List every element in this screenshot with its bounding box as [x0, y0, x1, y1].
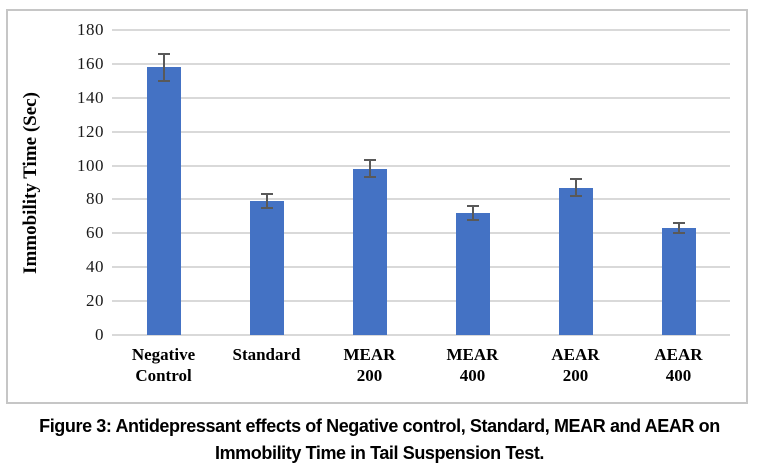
- bar-group-1: [215, 30, 318, 335]
- error-bar-cap-top: [157, 52, 170, 55]
- gridline-y40: [112, 266, 730, 269]
- error-bar-line: [368, 160, 371, 178]
- gridline-y60: [112, 232, 730, 235]
- bar-group-3: [421, 30, 524, 335]
- gridline-y0: [112, 334, 730, 336]
- bar-group-4: [524, 30, 627, 335]
- y-tick-label-20: 20: [86, 291, 104, 311]
- error-bar-line: [162, 53, 165, 81]
- plot-area: [112, 29, 730, 336]
- x-axis-category-labels: Negative Control Standard MEAR 200 MEAR 400 AEA…: [112, 345, 730, 386]
- y-tick-label-80: 80: [86, 189, 104, 209]
- gridline-y160: [112, 62, 730, 65]
- error-bar-cap-bottom: [672, 232, 685, 235]
- y-tick-label-0: 0: [95, 325, 104, 344]
- y-tick-label-180: 180: [77, 20, 104, 39]
- gridline-y140: [112, 96, 730, 99]
- x-label-aear-400: AEAR 400: [654, 345, 703, 385]
- x-label-negative-control: Negative Control: [131, 345, 196, 385]
- error-bar-line: [677, 223, 680, 234]
- error-bar-cap-bottom: [569, 195, 582, 198]
- y-tick-label-100: 100: [77, 155, 104, 175]
- error-bar-cap-top: [569, 178, 582, 181]
- error-bar-cap-top: [672, 222, 685, 225]
- y-tick-label-120: 120: [77, 121, 104, 141]
- x-label-mear-200: MEAR 200: [343, 345, 396, 385]
- bar-group-0: [112, 30, 215, 335]
- y-axis-title-wrap: Immobility Time (Sec): [14, 30, 48, 335]
- figure-caption-line1: Figure 3: Antidepressant effects of Nega…: [39, 416, 720, 436]
- bar-mear-200: [352, 168, 387, 335]
- error-bar-cap-bottom: [363, 176, 376, 179]
- bar-group-2: [318, 30, 421, 335]
- error-bar-cap-bottom: [260, 206, 273, 209]
- gridline-y180: [112, 29, 730, 31]
- bar-group-5: [627, 30, 730, 335]
- gridline-y120: [112, 130, 730, 133]
- bar-negative-control: [146, 67, 181, 335]
- chart-frame: Immobility Time (Sec) 0 20 40 60 80 100 120 140…: [6, 9, 748, 404]
- error-bar-line: [265, 194, 268, 208]
- error-bar-cap-top: [260, 193, 273, 196]
- gridline-y100: [112, 164, 730, 167]
- bar-aear-400: [661, 228, 696, 335]
- x-label-mear-400: MEAR 400: [446, 345, 499, 385]
- bar-aear-200: [558, 187, 593, 335]
- figure-caption-line2: Immobility Time in Tail Suspension Test.: [214, 443, 545, 463]
- error-bar-line: [471, 206, 474, 220]
- error-bar-cap-bottom: [157, 79, 170, 82]
- error-bar-cap-top: [363, 159, 376, 162]
- x-label-standard: Standard: [232, 345, 301, 364]
- y-tick-label-40: 40: [86, 257, 104, 277]
- x-label-aear-200: AEAR 200: [551, 345, 600, 385]
- y-tick-label-140: 140: [77, 87, 104, 107]
- bar-mear-400: [455, 213, 490, 335]
- error-bar-cap-top: [466, 205, 479, 208]
- error-bar-cap-bottom: [466, 218, 479, 221]
- y-axis-title: Immobility Time (Sec): [20, 91, 41, 274]
- bar-standard: [249, 201, 284, 335]
- gridline-y80: [112, 198, 730, 201]
- gridline-y20: [112, 300, 730, 303]
- figure-caption: Figure 3: Antidepressant effects of Nega…: [0, 413, 759, 467]
- y-tick-label-160: 160: [77, 53, 104, 73]
- y-axis-tick-labels: 0 20 40 60 80 100 120 140 160 180: [50, 20, 108, 344]
- error-bar-line: [574, 179, 577, 197]
- y-tick-label-60: 60: [86, 223, 104, 243]
